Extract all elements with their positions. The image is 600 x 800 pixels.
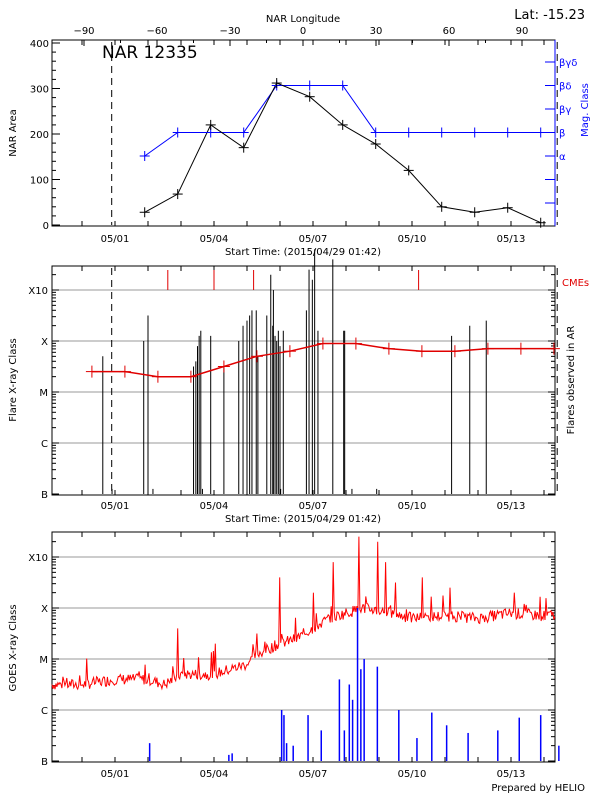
middle-y-axis-label: Flare X-ray Class [8, 338, 19, 422]
middle-panel: Flare X-ray Class Flares observed in AR … [8, 249, 589, 525]
nar-area-line [144, 82, 541, 224]
footer-credit: Prepared by HELIO [491, 783, 585, 794]
middle-plot-frame [51, 265, 556, 496]
goes-xray-flux-line [51, 536, 556, 691]
middle-y-tick-label: X [41, 337, 48, 348]
middle-x-tick-label: 05/13 [497, 501, 526, 512]
top-x-tick-label: 05/10 [398, 234, 427, 245]
bottom-panel: GOES X-ray Class B C M X X10 05/01 05/04 05/07 0… [8, 531, 560, 780]
top-panel: NAR Longitude Lat: -15.23 NAR 12335 NAR … [8, 8, 591, 258]
middle-x-tick-label: 05/10 [398, 501, 427, 512]
longitude-tick-label: −90 [73, 26, 94, 37]
longitude-tick-label: −60 [146, 26, 167, 37]
top-x-axis-label: Start Time: (2015/04/29 01:42) [225, 247, 381, 258]
longitude-tick-label: 90 [516, 26, 529, 37]
mag-class-tick-label: α [559, 152, 566, 163]
middle-right-axis-label: Flares observed in AR [566, 326, 577, 435]
mag-class-tick-label: βγδ [559, 58, 577, 69]
mag-class-tick-label: βγ [559, 105, 571, 116]
top-x-tick-label: 05/01 [101, 234, 130, 245]
top-x-tick-label: 05/07 [299, 234, 328, 245]
latitude-label: Lat: -15.23 [514, 8, 585, 23]
top-y-tick-label: 0 [43, 221, 49, 232]
region-title: NAR 12335 [102, 43, 198, 63]
top-axis-label: NAR Longitude [266, 14, 340, 25]
top-y-tick-label: 200 [30, 130, 49, 141]
top-x-tick-label: 05/13 [497, 234, 526, 245]
mag-class-tick-label: βδ [559, 82, 572, 93]
top-y-tick-label: 400 [30, 39, 49, 50]
middle-y-tick-label: X10 [28, 286, 48, 297]
middle-x-axis-label: Start Time: (2015/04/29 01:42) [225, 514, 381, 525]
bottom-y-tick-label: B [41, 757, 48, 768]
middle-y-tick-label: B [41, 490, 48, 501]
top-x-tick-label: 05/04 [200, 234, 229, 245]
bottom-plot-frame [51, 531, 556, 763]
bottom-y-tick-label: M [39, 655, 48, 666]
bottom-y-tick-label: X10 [28, 553, 48, 564]
bottom-x-tick-label: 05/01 [101, 769, 130, 780]
middle-y-tick-label: C [41, 439, 48, 450]
middle-x-tick-label: 05/01 [101, 501, 130, 512]
bottom-x-tick-label: 05/13 [497, 769, 526, 780]
middle-x-tick-label: 05/04 [200, 501, 229, 512]
bottom-y-tick-label: C [41, 706, 48, 717]
top-y-tick-label: 300 [30, 85, 49, 96]
middle-y-tick-label: M [39, 388, 48, 399]
bottom-x-tick-label: 05/10 [398, 769, 427, 780]
longitude-tick-label: 60 [443, 26, 456, 37]
longitude-tick-label: 30 [370, 26, 383, 37]
mag-class-tick-label: β [559, 129, 565, 140]
longitude-tick-label: −30 [219, 26, 240, 37]
cme-legend: CMEs [562, 278, 589, 289]
bottom-y-axis-label: GOES X-ray Class [8, 604, 19, 691]
middle-x-tick-label: 05/07 [299, 501, 328, 512]
bottom-x-tick-label: 05/07 [299, 769, 328, 780]
mag-class-axis-label: Mag. Class [580, 83, 591, 137]
top-y-axis-label: NAR Area [8, 109, 19, 156]
bottom-y-tick-label: X [41, 604, 48, 615]
top-y-tick-label: 100 [30, 176, 49, 187]
longitude-tick-label: 0 [300, 26, 306, 37]
bottom-x-tick-label: 05/04 [200, 769, 229, 780]
